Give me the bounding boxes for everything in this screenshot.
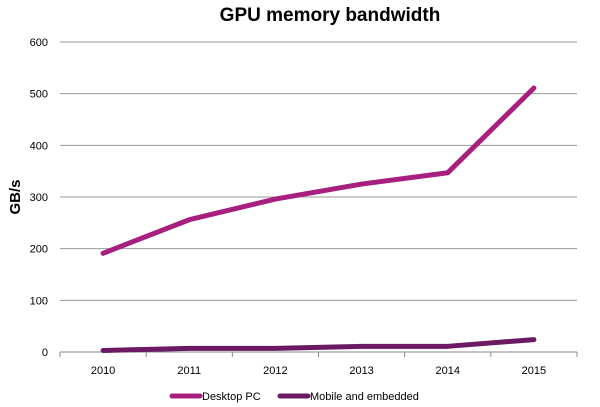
series-line-1: [100, 337, 537, 353]
legend-label: Mobile and embedded: [310, 391, 419, 403]
y-tick-label: 500: [30, 89, 48, 101]
x-tick-label: 2015: [522, 365, 546, 377]
y-tick-label: 100: [30, 295, 48, 307]
chart-title: GPU memory bandwidth: [220, 5, 441, 26]
x-tick-label: 2013: [349, 365, 373, 377]
y-tick-label: 600: [30, 37, 48, 49]
y-tick-label: 0: [42, 347, 48, 359]
legend-label: Desktop PC: [202, 391, 261, 403]
x-tick-label: 2014: [436, 365, 460, 377]
y-tick-label: 300: [30, 192, 48, 204]
y-tick-label: 200: [30, 244, 48, 256]
y-axis-label: GB/s: [7, 179, 24, 214]
x-tick-label: 2011: [177, 365, 201, 377]
y-tick-label: 400: [30, 140, 48, 152]
x-tick-label: 2012: [263, 365, 287, 377]
series-line-0: [100, 85, 537, 256]
x-tick-label: 2010: [91, 365, 115, 377]
